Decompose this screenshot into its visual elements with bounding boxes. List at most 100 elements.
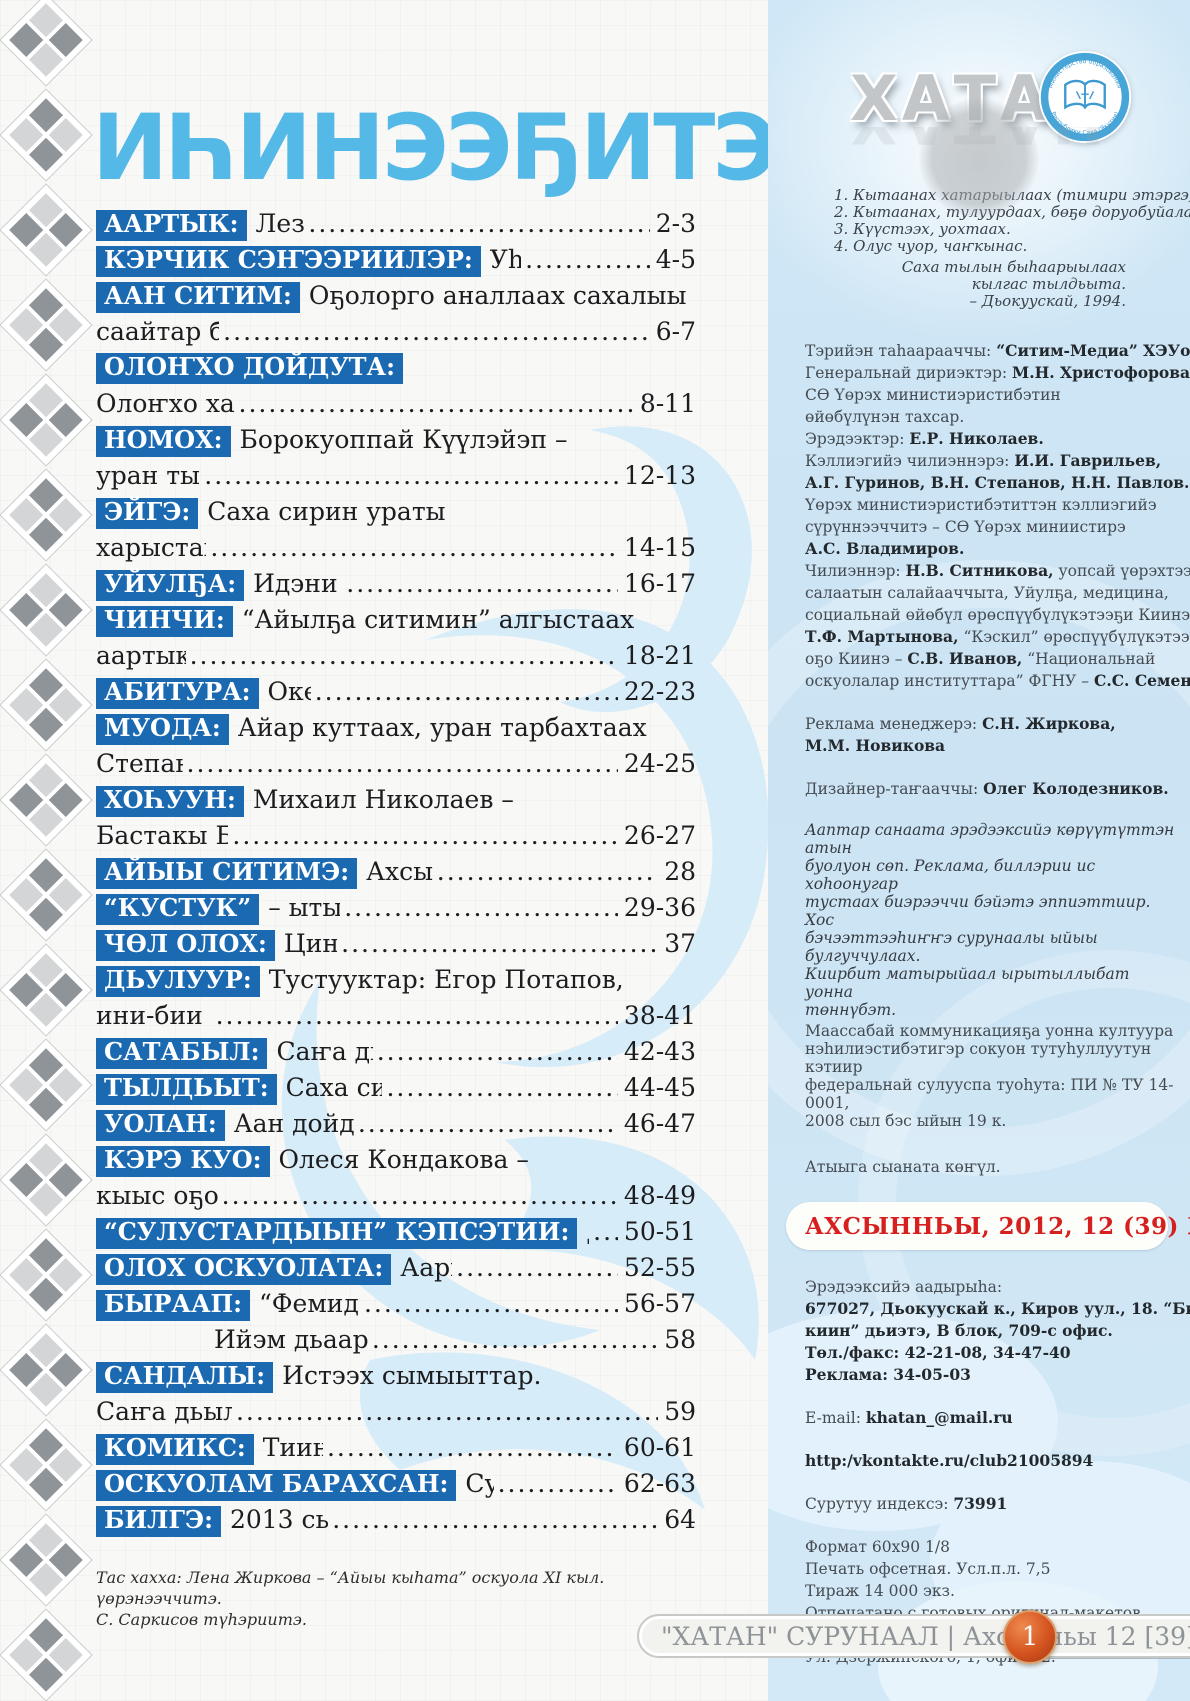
- diamond-ornament: [8, 1237, 84, 1313]
- toc-row: ТЫЛДЬЫТ: Саха сирин мастара, талахтара 44-…: [96, 1073, 696, 1109]
- address-line: Төл./факс: 42-21-08, 34-47-40: [805, 1343, 1071, 1362]
- toc-page-numbers: 46-47: [623, 1109, 696, 1139]
- toc-entry-title: ини-бии Рассадиннар: [96, 1001, 212, 1031]
- diamond-ornament: [8, 97, 84, 173]
- toc-page-numbers: 38-41: [623, 1001, 696, 1031]
- toc-page-numbers: 52-55: [623, 1253, 696, 1283]
- diamond-ornament: [8, 2, 84, 78]
- diamond-ornament: [8, 477, 84, 553]
- toc-section-label: ЧИНЧИ:: [96, 606, 233, 637]
- circulation-line: Тираж 14 000 экз.: [805, 1582, 955, 1600]
- dot-leader: [525, 245, 650, 274]
- imprint-line: салаатын салайааччыта, Уйулҕа, медицина,: [805, 584, 1169, 602]
- dot-leader: [593, 1217, 618, 1246]
- quote-line: 4. Олус чуор, чаҥкынас.: [834, 237, 1028, 255]
- table-of-contents: ИҺИНЭЭҔИТЭ ААРТЫК:Лезгиннэр2-3 КЭРЧИК СЭ…: [92, 103, 779, 1630]
- toc-row: МУОДА: Айар куттаах, уран тарбахтаах: [96, 713, 696, 749]
- toc-row: ОЛОХ ОСКУОЛАТА: Аармыйа аанын арыйан 52-55: [96, 1253, 696, 1289]
- toc-row: ХОҺУУН: Михаил Николаев –: [96, 785, 696, 821]
- toc-row: Саҥа дьыллааҕы салаат 59: [96, 1397, 696, 1433]
- toc-row: УЙУЛҔА: Идэни хайдах талыахха? 16-17: [96, 569, 696, 605]
- toc-section-label: ЭЙГЭ:: [96, 498, 199, 529]
- toc-section-label: НОМОХ:: [96, 426, 231, 457]
- toc-row: харыстанар сирдэрэ 14-15: [96, 533, 696, 569]
- toc-page-numbers: 64: [664, 1505, 696, 1535]
- toc-row: “СУЛУСТАРДЫЫН” КЭПСЭТИИ: Далаана 50-51: [96, 1217, 696, 1253]
- dot-leader: [190, 641, 618, 670]
- toc-page-numbers: 28: [664, 857, 696, 887]
- toc-entry-title: Степан Саввин: [96, 749, 183, 779]
- toc-entry-title: Тустууктар: Егор Потапов,: [268, 965, 624, 995]
- dot-leader: [315, 677, 618, 706]
- toc-section-label: “КУСТУК”: [96, 894, 260, 925]
- dot-leader: [437, 857, 658, 886]
- dot-leader: [210, 533, 618, 562]
- address-line: киин” дьиэтэ, В блок, 709-с офис.: [805, 1321, 1113, 1340]
- toc-entry-title: Саҥа дьыллааҕы салаат: [96, 1397, 232, 1427]
- toc-row: КЭРЧИК СЭҤЭЭРИИЛЭР: Уһун Дьурантаайы 4-5: [96, 245, 696, 281]
- dot-leader: [498, 1469, 618, 1498]
- toc-section-label: “СУЛУСТАРДЫЫН” КЭПСЭТИИ:: [96, 1218, 578, 1249]
- imprint-line: А.С. Владимиров.: [805, 539, 965, 558]
- toc-entry-title: Лезгиннэр: [255, 209, 305, 239]
- toc-entry-title: Борокуоппай Күүлэйэп –: [239, 425, 568, 455]
- toc-row: кыыс оҕо кылааннааҕа 48-49: [96, 1181, 696, 1217]
- toc-entry-title: Далаана: [586, 1217, 589, 1246]
- dot-leader: [364, 1289, 618, 1318]
- dot-leader: [216, 1001, 618, 1030]
- toc-section-label: ААРТЫК:: [96, 210, 247, 241]
- imprint-line: Кэллиэгийэ чилиэннэрэ: И.И. Гаврильев,: [805, 451, 1162, 470]
- toc-page-numbers: 14-15: [623, 533, 696, 563]
- registration-info: Маассабай коммуникацияҕа уонна култуура …: [805, 1022, 1174, 1130]
- vk-url-line: http:/vkontakte.ru/club21005894: [805, 1451, 1094, 1470]
- imprint-line: Дизайнер-таҥааччы: Олег Колодезников.: [805, 779, 1169, 798]
- toc-entry-title: Идэни хайдах талыахха?: [253, 569, 342, 599]
- diamond-ornament: [8, 857, 84, 933]
- toc-page-numbers: 6-7: [655, 317, 696, 347]
- toc-row: ААН СИТИМ: Оҕолорго аналлаах сахалыы: [96, 281, 696, 317]
- toc-row: БИЛГЭ: 2013 сыл битэ-билгэтэ 64: [96, 1505, 696, 1541]
- imprint-line: Эрэдээктэр: Е.Р. Николаев.: [805, 429, 1044, 448]
- dot-leader: [232, 821, 618, 850]
- imprint-line: Т.Ф. Мартынова, “Кэскил” өрөспүүбүлүкэтэ…: [805, 627, 1190, 646]
- toc-entry-title: Ийэм дьаарбайарбын бобор буоллаҕына: [214, 1325, 368, 1355]
- footer-journal-label: "ХАТАН" СУРУНААЛ | Ахсынньы 12 [39] 2012: [661, 1621, 1190, 1651]
- toc-section-label: БЫРААП:: [96, 1290, 251, 1321]
- toc-entry-title: Бастакы Бэрэсидьиэммит: [96, 821, 229, 851]
- dot-leader: [456, 1253, 618, 1282]
- toc-page-numbers: 26-27: [623, 821, 696, 851]
- toc-section-label: КОМИКС:: [96, 1434, 254, 1465]
- imprint-line: Үөрэх министиэристибэтиттэн кэллиэгийэ: [805, 496, 1157, 514]
- imprint-line: М.М. Новикова: [805, 736, 946, 755]
- imprint-line: социальнай өйөбүл өрөспүүбүлүкэтээҕи Кии…: [805, 606, 1190, 624]
- toc-entry-title: “Фемида” – быраап оскуолата: [259, 1289, 360, 1319]
- toc-row: САНДАЛЫ: Истээх сымыыттар.: [96, 1361, 696, 1397]
- toc-row: уран тыл маастара 12-13: [96, 461, 696, 497]
- toc-section-label: ТЫЛДЬЫТ:: [96, 1074, 277, 1105]
- dot-leader: [204, 461, 618, 490]
- dot-leader: [239, 389, 634, 418]
- toc-page-numbers: 2-3: [655, 209, 696, 239]
- toc-entry-title: уран тыл маастара: [96, 461, 200, 491]
- diamond-ornament: [8, 952, 84, 1028]
- dot-leader: [358, 1109, 618, 1138]
- masthead-panel: Министерство образования Республики Саха…: [768, 0, 1190, 1701]
- dot-leader: [377, 1037, 618, 1066]
- toc-section-label: АЙЫЫ СИТИМЭ:: [96, 858, 358, 889]
- dot-leader: [327, 1433, 618, 1462]
- dot-leader: [341, 929, 658, 958]
- imprint-line: А.Г. Гуринов, В.Н. Степанов, Н.Н. Павлов…: [805, 473, 1190, 492]
- toc-page-numbers: 62-63: [623, 1469, 696, 1499]
- dot-leader: [308, 209, 649, 238]
- toc-section-label: МУОДА:: [96, 714, 229, 745]
- imprint-block: Тэрийэн таһаарааччы: “Ситим-Медиа” ХЭУо …: [805, 340, 1190, 800]
- dot-leader: [223, 317, 650, 346]
- toc-page-numbers: 60-61: [623, 1433, 696, 1463]
- toc-row: ЧӨЛ ОЛОХ: Цинк туһата 37: [96, 929, 696, 965]
- diamond-ornament: [8, 1047, 84, 1123]
- issue-label: АХСЫННЬЫ, 2012, 12 (39) №-рэ: [805, 1212, 1190, 1240]
- toc-row: Степан Саввин 24-25: [96, 749, 696, 785]
- toc-entry-title: Тииҥ бэргэһэ-3: [262, 1433, 323, 1463]
- diamond-ornament: [8, 287, 84, 363]
